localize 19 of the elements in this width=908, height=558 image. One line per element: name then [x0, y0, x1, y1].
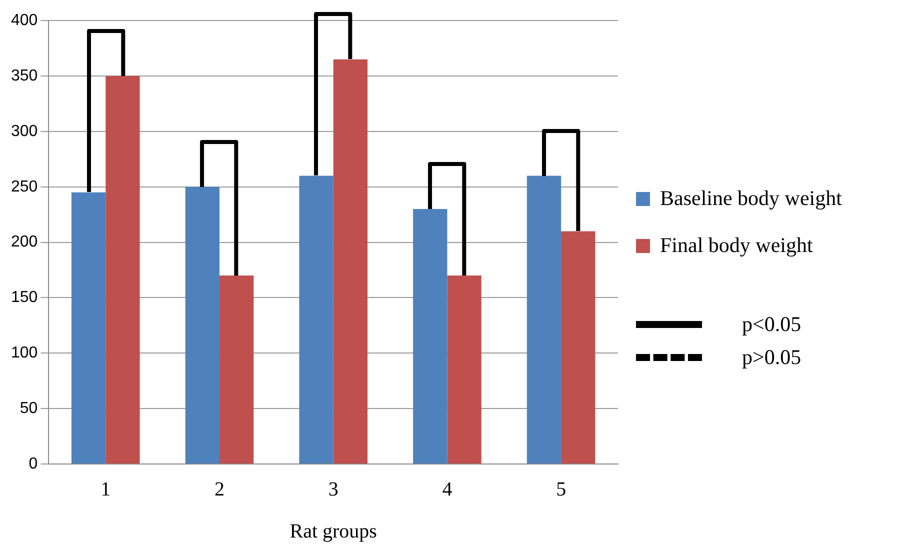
y-tick-label: 150: [10, 289, 38, 306]
x-tick-label: 5: [556, 478, 566, 500]
y-tick-label: 200: [10, 234, 38, 251]
legend-label: Baseline body weight: [660, 186, 842, 211]
text: p<0.05: [742, 312, 802, 337]
text: p>0.05: [742, 345, 802, 370]
legend-label: Final body weight: [660, 233, 813, 258]
y-tick-label: 250: [10, 178, 38, 196]
x-tick-label: 4: [442, 478, 452, 500]
y-tick-label: 0: [28, 455, 38, 472]
x-axis-title: Rat groups: [290, 520, 378, 542]
y-tick-label: 50: [20, 400, 38, 417]
y-tick-label: 400: [10, 12, 38, 30]
x-tick-label: 3: [328, 478, 338, 500]
y-tick-label: 100: [10, 344, 38, 362]
x-tick-label: 1: [100, 478, 111, 500]
y-tick-label: 350: [10, 67, 38, 84]
y-tick-label: 300: [10, 122, 38, 140]
x-tick-label: 2: [214, 478, 224, 500]
